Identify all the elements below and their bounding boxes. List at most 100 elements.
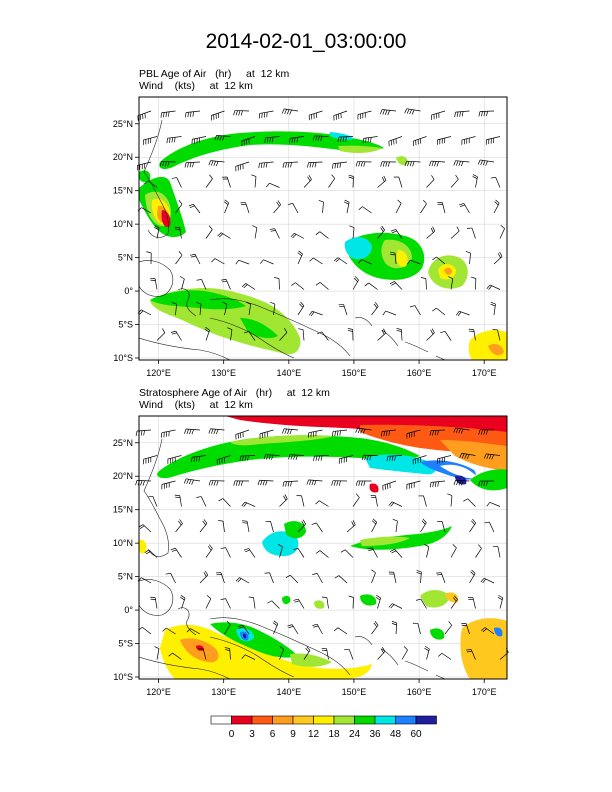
lon-tick-label: 170°E (472, 368, 497, 378)
wind-barb (242, 520, 250, 533)
wind-barb (436, 136, 452, 145)
wind-barb (248, 596, 256, 609)
strat-band-green (157, 435, 420, 479)
wind-barb (362, 136, 378, 144)
wind-barb (161, 429, 176, 438)
wind-barb (344, 199, 350, 214)
strat-equator-blob3 (360, 594, 377, 606)
wind-barb (338, 455, 354, 464)
wind-barb (321, 647, 329, 660)
panel1-axes: 25°N 20°N 15°N 10°N 5°N 0° 5°S 10°S 120°E 130°E 14… (113, 119, 497, 378)
wind-barb (352, 493, 360, 507)
panel2-coastlines (139, 438, 447, 679)
wind-barb (269, 228, 280, 239)
wind-barb (198, 648, 207, 660)
wind-barb (396, 328, 403, 341)
wind-barb (426, 175, 435, 188)
wind-barb (352, 276, 359, 290)
lon-tick-label: 150°E (342, 368, 367, 378)
wind-barb (137, 110, 152, 121)
wind-barb (143, 455, 158, 465)
lat-tick-label: 0° (124, 605, 133, 615)
wind-barb (221, 279, 231, 290)
wind-barb (168, 652, 182, 660)
wind-barb (315, 282, 329, 290)
wind-barb (333, 110, 348, 121)
wind-barb (361, 454, 378, 461)
wind-barb (470, 276, 477, 290)
lat-tick-label: 5°S (118, 639, 133, 649)
colorbar-label: 48 (390, 729, 402, 740)
colorbar-swatch (313, 715, 335, 725)
wind-barb (216, 455, 231, 465)
wind-barb (161, 480, 176, 490)
wind-barb (243, 331, 256, 341)
panel2-field-units: (hr) (255, 387, 273, 399)
wind-barb (313, 455, 329, 462)
wind-barb (371, 621, 379, 635)
wind-barb (344, 648, 354, 660)
wind-barb (150, 277, 158, 290)
wind-barb (450, 174, 459, 188)
wind-barb (377, 225, 385, 239)
wind-barb (251, 174, 257, 188)
wind-barb (297, 250, 303, 265)
lat-tick-label: 25°N (113, 438, 133, 448)
wind-barb (293, 547, 305, 558)
pbl-streamer-north (159, 131, 384, 170)
wind-barb (257, 479, 274, 486)
wind-barb (175, 251, 183, 265)
wind-barb (315, 500, 329, 507)
wind-barb (205, 544, 213, 558)
wind-barb (390, 251, 397, 265)
wind-barb (478, 110, 495, 117)
wind-barb (459, 203, 470, 214)
wind-barb (235, 429, 250, 440)
wind-barb (461, 623, 470, 635)
wind-barb (264, 136, 280, 143)
lon-tick-label: 160°E (407, 368, 432, 378)
panel1-coast-bismarck (354, 317, 399, 347)
wind-barb (175, 519, 183, 533)
wind-barb (174, 226, 182, 239)
wind-barb (287, 624, 299, 635)
wind-barb (406, 480, 421, 490)
wind-barb (267, 600, 280, 609)
wind-barb (453, 427, 470, 434)
wind-barb (260, 259, 274, 265)
panel1-coast-sulawesi (177, 288, 197, 317)
lat-tick-label: 15°N (113, 505, 133, 515)
wind-barb (393, 176, 403, 188)
colorbar-label: 0 (229, 729, 235, 740)
wind-barb (346, 520, 356, 533)
panel1-frame (138, 96, 508, 361)
wind-barb (223, 199, 230, 214)
wind-barb (308, 110, 323, 121)
panel1-coast-java (139, 337, 231, 360)
wind-barb (407, 259, 421, 265)
wind-barb (490, 301, 496, 316)
panel2-field-label: Stratosphere Age of Air (139, 387, 247, 399)
wind-barb (486, 502, 501, 507)
wind-barb (297, 301, 305, 316)
wind-barb (483, 453, 501, 460)
wind-barb (199, 519, 208, 533)
wind-barb (235, 259, 250, 265)
wind-barb (404, 160, 421, 167)
wind-barb (183, 478, 201, 485)
panel1-wind-label: Wind (139, 80, 163, 92)
wind-barb (270, 301, 276, 316)
panel2-wind-barbs (135, 427, 509, 660)
wind-barb (333, 257, 348, 265)
wind-barb (484, 521, 495, 533)
wind-barb (312, 573, 323, 584)
wind-barb (205, 595, 212, 609)
wind-barb (371, 518, 378, 533)
wind-barb (296, 495, 305, 507)
wind-barb (136, 161, 152, 171)
wind-barb (143, 136, 158, 145)
wind-barb (332, 161, 348, 169)
colorbar-swatch (415, 715, 437, 725)
strat-south-navy (243, 633, 247, 639)
colorbar-swatch (272, 715, 294, 725)
